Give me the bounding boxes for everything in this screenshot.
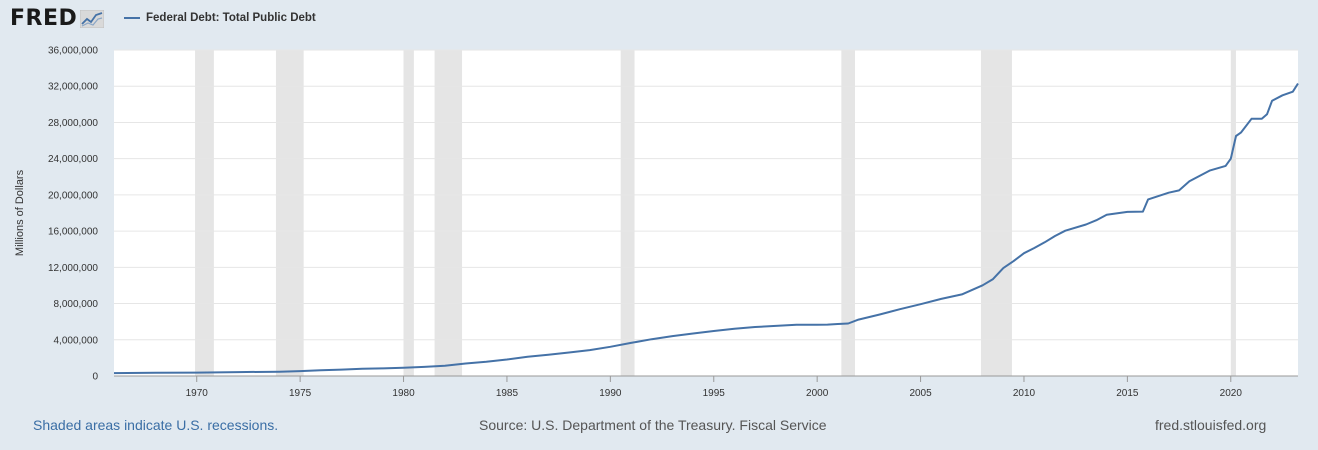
- gridlines: [114, 49, 1298, 341]
- y-tick-label: 16,000,000: [48, 227, 98, 238]
- recession-band: [1230, 50, 1236, 376]
- chart-icon: [80, 9, 105, 28]
- logo-text: FRED: [10, 6, 78, 31]
- legend-label: Federal Debt: Total Public Debt: [146, 12, 316, 24]
- y-tick-label: 12,000,000: [48, 263, 98, 274]
- y-tick-label: 8,000,000: [54, 299, 99, 310]
- source-note: Source: U.S. Department of the Treasury.…: [479, 417, 827, 433]
- x-tick-label: 1975: [289, 388, 312, 399]
- y-tick-label: 24,000,000: [48, 154, 98, 165]
- site-link[interactable]: fred.stlouisfed.org: [1155, 417, 1267, 433]
- line-chart: 0 4,000,000 8,000,000 12,000,000 16,000,000 2…: [14, 46, 1299, 399]
- recession-bands: [195, 50, 1236, 376]
- y-axis-title: Millions of Dollars: [14, 169, 26, 256]
- series-lines: [113, 82, 1299, 375]
- y-axis-ticks: 0 4,000,000 8,000,000 12,000,000 16,000,000 2…: [48, 46, 99, 383]
- recession-band: [434, 50, 463, 376]
- recession-band: [195, 50, 214, 376]
- recession-band: [620, 50, 635, 376]
- x-tick-label: 2010: [1013, 388, 1036, 399]
- x-tick-label: 2000: [806, 388, 829, 399]
- recession-band: [841, 50, 856, 376]
- x-tick-label: 1990: [599, 388, 622, 399]
- recession-band: [980, 50, 1012, 376]
- x-tick-label: 1985: [496, 388, 519, 399]
- x-tick-label: 2015: [1116, 388, 1139, 399]
- plot-background: [114, 50, 1298, 376]
- legend: Federal Debt: Total Public Debt: [124, 12, 316, 24]
- recession-band: [275, 50, 304, 376]
- x-tick-label: 2005: [909, 388, 932, 399]
- x-axis-ticks: 1970 1975 1980 1985 1990 1995 2000 2005 2010 2015…: [186, 376, 1243, 399]
- y-tick-label: 32,000,000: [48, 82, 98, 93]
- x-tick-label: 1995: [703, 388, 726, 399]
- legend-swatch: [124, 17, 140, 19]
- recession-band: [403, 50, 414, 376]
- x-tick-label: 1980: [392, 388, 415, 399]
- series-line: [113, 82, 1299, 375]
- x-tick-label: 2020: [1220, 388, 1243, 399]
- y-tick-label: 4,000,000: [54, 335, 99, 346]
- y-tick-label: 20,000,000: [48, 190, 98, 201]
- y-tick-label: 36,000,000: [48, 46, 98, 57]
- x-tick-label: 1970: [186, 388, 209, 399]
- recession-note: Shaded areas indicate U.S. recessions.: [33, 417, 279, 433]
- y-tick-label: 28,000,000: [48, 118, 98, 129]
- y-tick-label: 0: [92, 372, 98, 383]
- fred-logo[interactable]: FRED: [10, 6, 105, 31]
